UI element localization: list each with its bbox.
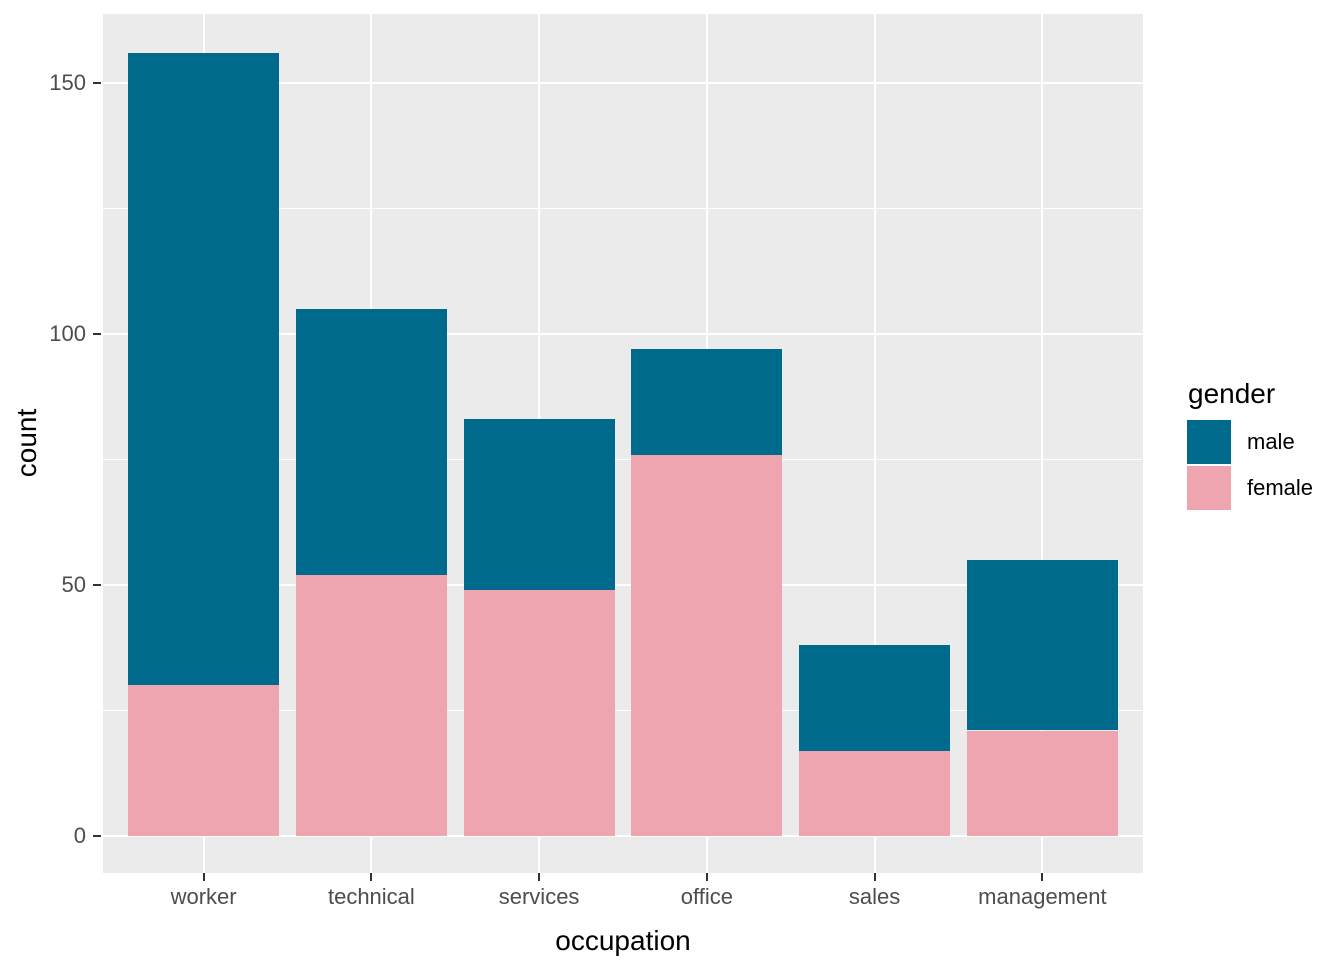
legend-label-male: male <box>1247 429 1295 454</box>
x-axis-tick-label-technical: technical <box>327 884 415 909</box>
x-axis-tick-label-worker: worker <box>170 884 237 909</box>
x-axis-tick-label-management: management <box>978 884 1107 909</box>
y-axis-tick-label: 150 <box>49 70 86 96</box>
legend-label-female: female <box>1247 475 1314 500</box>
y-axis-tick <box>93 834 101 837</box>
x-axis-tick-label-sales: sales <box>848 884 901 909</box>
bar-segment-worker-female <box>128 685 280 836</box>
bar-segment-services-male <box>463 419 615 590</box>
bar-segment-sales-male <box>799 645 951 751</box>
gridline-major-horizontal <box>103 834 1143 837</box>
gridline-major-horizontal <box>103 584 1143 586</box>
bar-segment-technical-male <box>295 309 447 575</box>
y-axis-title: count <box>11 408 42 478</box>
gridline-minor-horizontal <box>103 459 1143 461</box>
gridline-minor-horizontal <box>103 709 1143 711</box>
plot-panel <box>103 14 1143 873</box>
gridline-major-horizontal <box>103 333 1143 336</box>
x-axis-tick <box>202 873 205 881</box>
gridline-major-horizontal <box>103 82 1143 85</box>
x-axis-tick <box>705 873 708 881</box>
x-axis-tick-label-office: office <box>680 884 733 909</box>
legend-key-female <box>1187 466 1231 510</box>
bar-segment-worker-male <box>128 53 280 686</box>
bar-segment-services-female <box>463 590 615 836</box>
x-axis-title: occupation <box>555 925 691 956</box>
bar-segment-technical-female <box>295 575 447 836</box>
bar-segment-management-male <box>966 559 1118 731</box>
y-axis-tick <box>93 333 101 336</box>
y-axis-tick-label: 100 <box>49 321 86 347</box>
bar-segment-sales-female <box>799 750 951 836</box>
y-axis-tick <box>93 82 101 85</box>
gridline-minor-horizontal <box>103 208 1143 210</box>
x-axis-tick <box>370 873 373 881</box>
legend-key-male <box>1187 420 1231 464</box>
x-axis-tick <box>873 873 876 881</box>
y-axis-tick-label: 50 <box>61 572 86 597</box>
legend-title: gender <box>1188 378 1276 409</box>
gridline-major-vertical <box>1041 14 1044 873</box>
bar-segment-office-male <box>631 349 783 455</box>
x-axis-tick <box>538 873 541 881</box>
gridline-major-vertical <box>873 14 876 873</box>
x-axis-tick <box>1041 873 1044 881</box>
y-axis-tick <box>93 584 101 586</box>
bar-segment-management-female <box>966 730 1118 836</box>
y-axis-tick-label: 0 <box>73 822 86 848</box>
bar-segment-office-female <box>631 454 783 836</box>
x-axis-tick-label-services: services <box>498 884 580 909</box>
